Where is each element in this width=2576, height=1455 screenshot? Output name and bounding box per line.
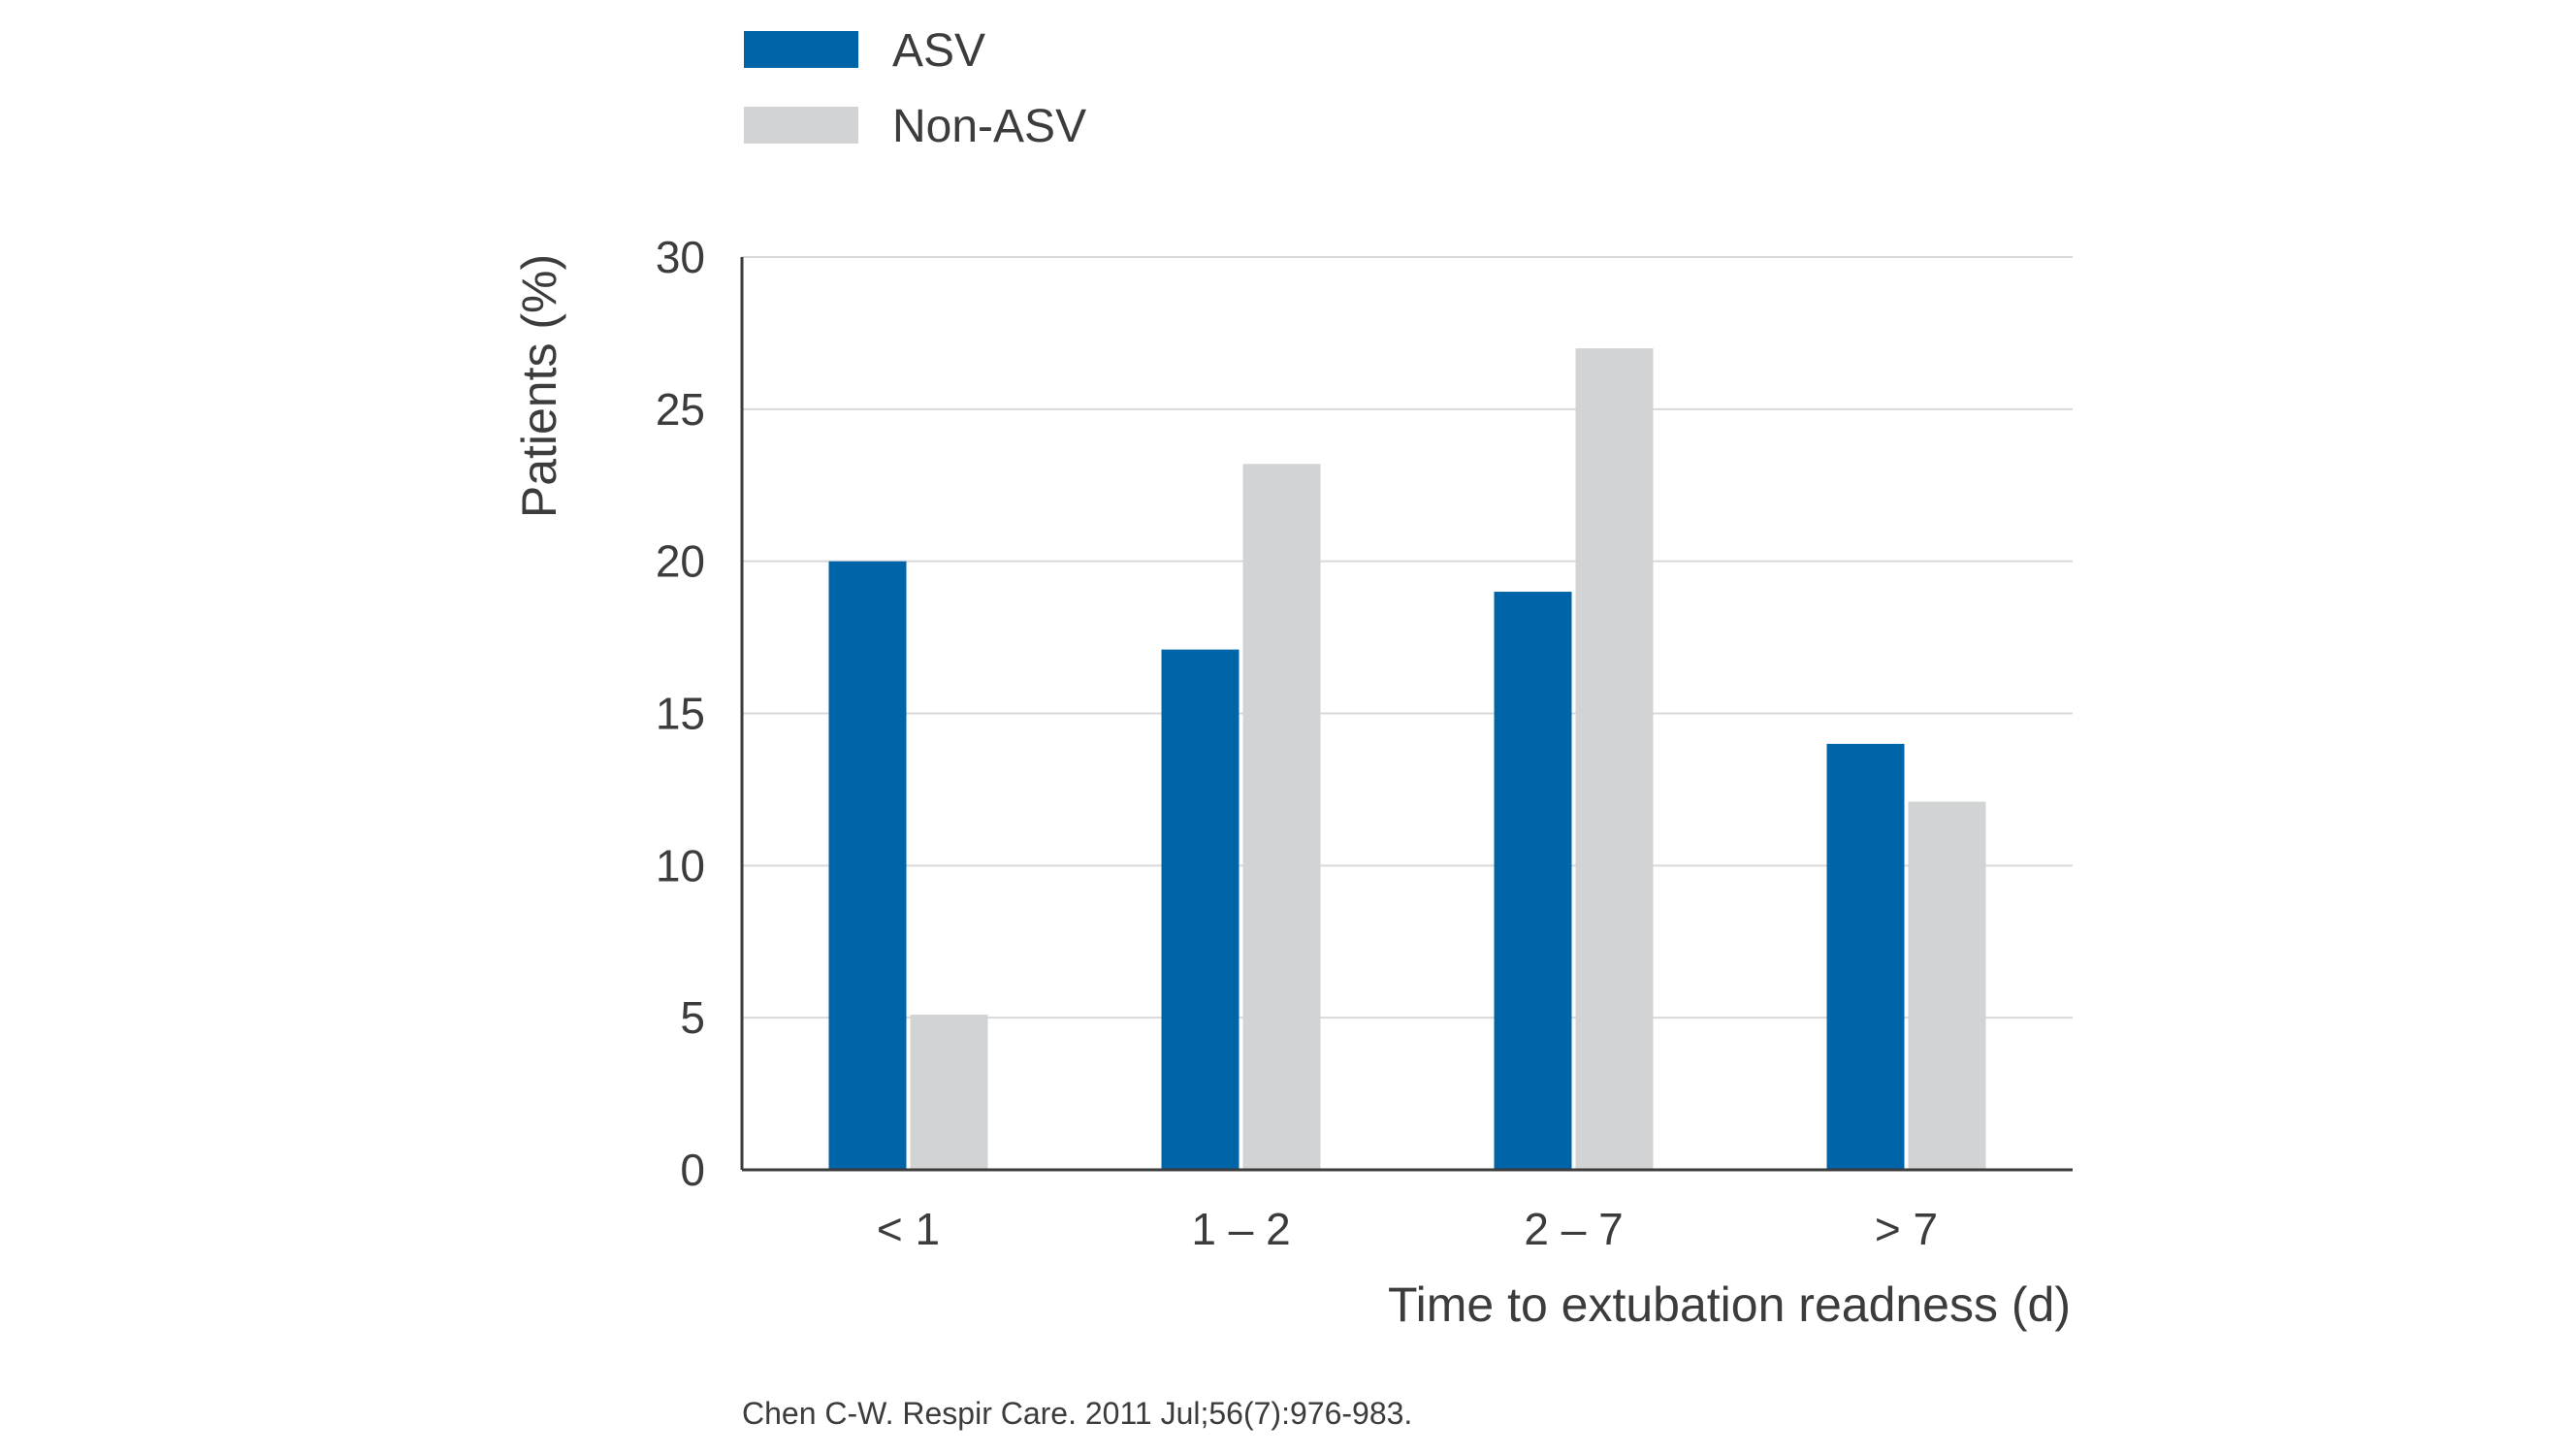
source-citation: Chen C-W. Respir Care. 2011 Jul;56(7):97… [742,1396,1412,1431]
axes [740,257,2073,1172]
bar-asv-3 [1826,743,1905,1170]
y-axis-title: Patients (%) [512,254,566,518]
bar-asv-1 [1161,649,1240,1170]
bar-non-asv-1 [1242,464,1321,1170]
legend-swatch-non-asv [744,107,858,144]
y-tick-labels: 0 5 10 15 20 25 30 [656,232,705,1195]
y-tick-label: 25 [656,384,705,435]
bar-non-asv-0 [910,1015,988,1170]
legend: ASV Non-ASV [744,25,1086,152]
y-tick-label: 20 [656,536,705,587]
bar-non-asv-2 [1575,348,1654,1171]
bar-non-asv-3 [1908,801,1986,1170]
legend-label: ASV [892,25,985,77]
legend-swatch-asv [744,31,858,68]
bar-asv-2 [1494,592,1572,1170]
x-tick-label: 1 – 2 [1191,1204,1290,1254]
legend-label: Non-ASV [892,101,1086,152]
y-tick-label: 30 [656,232,705,282]
x-axis-title: Time to extubation readness (d) [1388,1277,2071,1332]
bar-asv-0 [828,561,907,1170]
y-tick-label: 5 [680,992,705,1043]
y-tick-label: 15 [656,689,705,739]
x-tick-labels: < 1 1 – 2 2 – 7 > 7 [877,1204,1938,1254]
y-tick-label: 10 [656,840,705,890]
y-tick-label: 0 [680,1145,705,1195]
bars [828,348,1986,1171]
x-tick-label: 2 – 7 [1524,1204,1623,1254]
x-tick-label: > 7 [1875,1204,1938,1254]
x-tick-label: < 1 [877,1204,940,1254]
